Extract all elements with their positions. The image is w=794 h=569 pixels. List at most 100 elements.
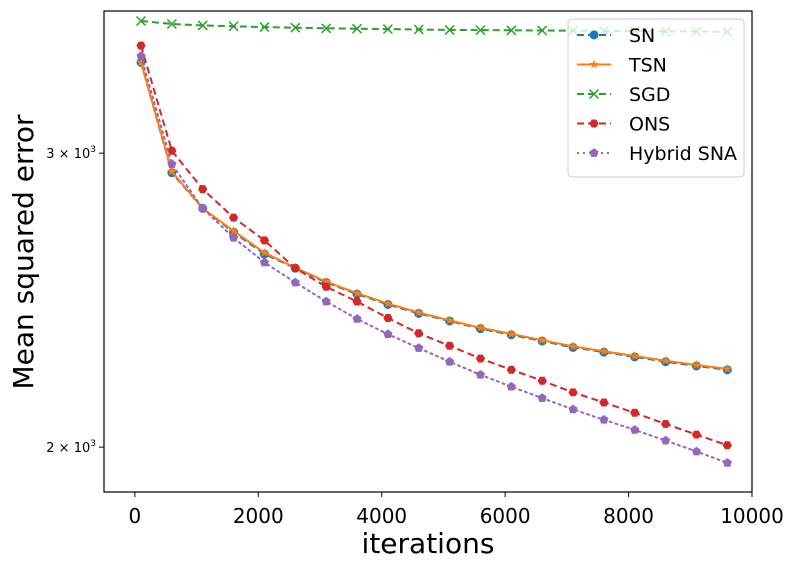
- data-point: [691, 446, 701, 456]
- axis-layer: 0 2000 4000 6000 8000 10000 2 × 103 3 × 103: [46, 145, 784, 528]
- series-hybrid-sna: [136, 51, 732, 467]
- x-tick-label: 10000: [720, 504, 784, 528]
- data-point: [198, 203, 208, 213]
- data-point: [506, 365, 516, 374]
- data-point: [413, 24, 424, 35]
- data-point: [414, 307, 424, 317]
- legend: SN TSN SGD ONS Hybrid SNA: [567, 18, 745, 178]
- x-tick-label: 2000: [233, 504, 284, 528]
- legend-label: SN: [629, 25, 655, 47]
- y-tick-label: 3 × 103: [46, 145, 96, 162]
- legend-marker: [589, 148, 599, 157]
- legend-marker: [588, 88, 600, 100]
- data-point: [691, 360, 702, 369]
- data-point: [506, 381, 516, 391]
- data-point: [506, 328, 517, 338]
- y-axis-label: Mean squared error: [7, 114, 40, 390]
- data-point: [352, 288, 362, 298]
- data-point: [475, 354, 486, 363]
- data-point: [167, 166, 177, 176]
- x-tick-label: 4000: [356, 504, 407, 528]
- data-point: [599, 346, 609, 356]
- series-line-tsn: [140, 62, 728, 370]
- data-point: [229, 232, 239, 242]
- data-point: [136, 41, 146, 50]
- data-point: [167, 146, 177, 155]
- data-point: [352, 314, 362, 323]
- data-point: [475, 25, 486, 36]
- data-point: [537, 335, 547, 345]
- data-point: [537, 393, 547, 402]
- data-point: [444, 24, 455, 35]
- legend-label: Hybrid SNA: [629, 143, 737, 165]
- legend-marker: [589, 30, 599, 40]
- data-point: [136, 57, 146, 67]
- data-point: [290, 264, 300, 273]
- data-point: [568, 341, 578, 351]
- data-point: [661, 435, 671, 445]
- data-point: [568, 388, 578, 397]
- data-point: [475, 322, 486, 332]
- data-point: [537, 25, 548, 36]
- data-point: [599, 398, 609, 407]
- data-point: [352, 297, 362, 306]
- data-point: [229, 213, 239, 222]
- data-point: [321, 23, 332, 34]
- data-point: [382, 24, 393, 35]
- legend-item: Hybrid SNA: [577, 143, 737, 165]
- x-axis-label: iterations: [362, 527, 495, 560]
- data-point: [259, 247, 270, 257]
- legend-box: [567, 18, 745, 178]
- data-point: [259, 236, 270, 245]
- data-point: [167, 159, 177, 168]
- legend-item: SN: [577, 25, 655, 47]
- data-point: [537, 376, 547, 385]
- y-tick-label: 2 × 103: [46, 439, 96, 456]
- data-point: [290, 277, 300, 287]
- data-point: [383, 329, 393, 339]
- plot-frame: [103, 10, 753, 493]
- data-point: [414, 329, 424, 338]
- data-point: [166, 18, 177, 30]
- data-point: [722, 458, 732, 467]
- data-point: [228, 225, 239, 235]
- legend-item: SGD: [577, 84, 670, 106]
- data-point: [630, 351, 640, 360]
- data-point: [290, 22, 301, 33]
- legend-label: ONS: [629, 114, 670, 136]
- legend-label: SGD: [629, 84, 670, 106]
- data-point: [445, 356, 455, 366]
- data-point: [630, 408, 640, 417]
- data-point: [351, 23, 363, 34]
- data-point: [630, 425, 640, 434]
- data-point: [444, 315, 455, 325]
- data-point: [259, 22, 270, 33]
- data-point: [135, 15, 147, 27]
- data-point: [383, 314, 393, 322]
- data-point: [197, 20, 208, 31]
- data-point: [475, 370, 485, 379]
- data-point: [661, 420, 671, 428]
- data-point: [321, 276, 331, 286]
- data-point: [414, 343, 424, 352]
- x-tick-label: 0: [128, 504, 141, 528]
- legend-label: TSN: [628, 55, 667, 77]
- x-tick-label: 8000: [603, 504, 654, 528]
- series-line-hybrid-sna: [140, 55, 729, 464]
- data-point: [660, 355, 671, 365]
- data-point: [136, 51, 146, 60]
- data-point: [691, 430, 702, 439]
- data-point: [321, 282, 331, 291]
- data-point: [198, 185, 208, 194]
- legend-marker: [589, 119, 599, 128]
- data-point: [722, 363, 733, 373]
- data-point: [568, 404, 578, 414]
- data-point: [228, 21, 239, 32]
- data-point: [383, 298, 393, 308]
- x-tick-label: 6000: [480, 504, 531, 528]
- data-point: [599, 415, 609, 424]
- legend-item: ONS: [577, 114, 670, 136]
- data-point: [321, 296, 331, 306]
- data-point: [722, 441, 732, 450]
